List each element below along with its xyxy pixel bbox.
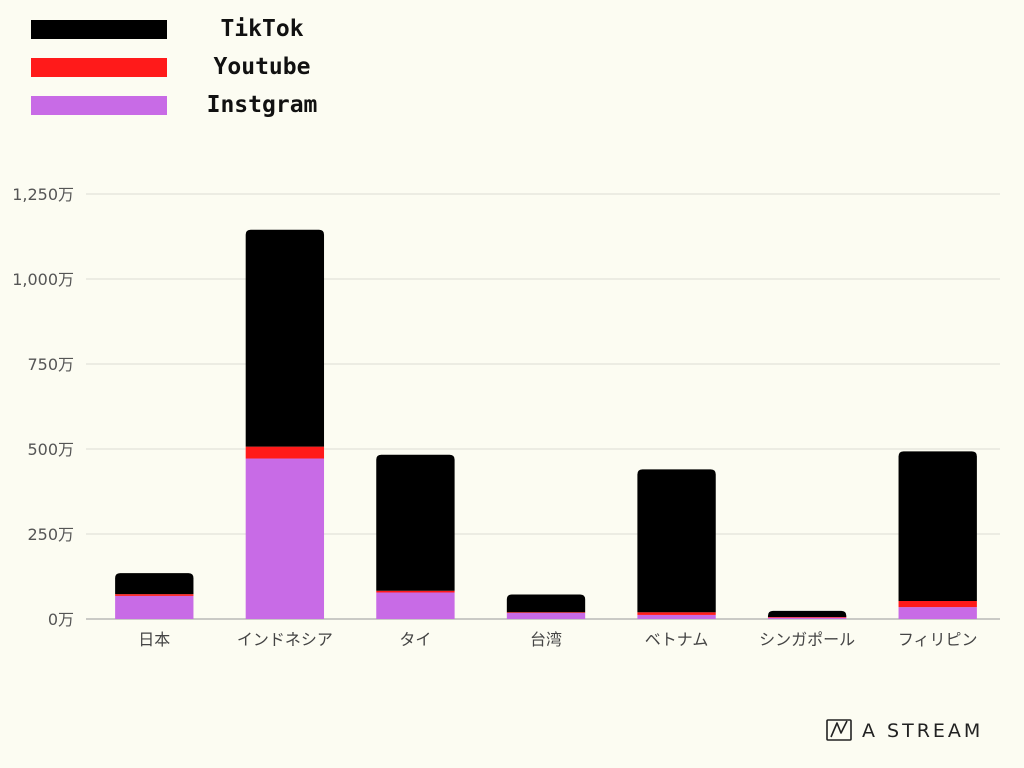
legend-label-youtube: Youtube: [213, 54, 311, 80]
chart-legend: TikTok Youtube Instgram: [0, 0, 360, 130]
legend-label-tiktok: TikTok: [220, 16, 304, 42]
bar-segment-instgram: [376, 592, 455, 619]
legend-swatch-tiktok: [31, 20, 167, 39]
y-tick-label: 500万: [27, 440, 74, 459]
bar-segment-instgram: [637, 614, 716, 619]
bar-segment-tiktok: [637, 469, 716, 613]
bar-segment-instgram: [767, 617, 847, 619]
x-category-label: 日本: [138, 630, 170, 649]
bar-segment-youtube: [767, 616, 847, 618]
bar-segment-youtube: [115, 594, 194, 596]
bar-segment-youtube: [376, 590, 455, 593]
y-tick-label: 750万: [27, 355, 74, 374]
bar-segment-tiktok: [767, 610, 847, 617]
bar-segment-instgram: [898, 607, 977, 619]
x-category-label: インドネシア: [237, 630, 333, 649]
y-tick-label: 1,000万: [12, 270, 74, 289]
bar-segment-youtube: [506, 612, 586, 613]
bar-segment-youtube: [245, 446, 325, 459]
legend-label-instgram: Instgram: [206, 92, 318, 118]
bar-segment-tiktok: [115, 573, 194, 595]
a-stream-logo-icon: [826, 719, 852, 741]
bar-segment-instgram: [245, 458, 325, 619]
bar-segment-tiktok: [898, 451, 977, 601]
x-category-label: ベトナム: [645, 630, 709, 649]
y-tick-label: 1,250万: [12, 185, 74, 204]
brand-text: A STREAM: [862, 720, 984, 742]
bar-segment-tiktok: [245, 229, 325, 447]
bar-segment-youtube: [898, 600, 977, 608]
legend-swatch-youtube: [31, 58, 167, 77]
bar-segment-tiktok: [506, 594, 586, 613]
bar-segment-youtube: [637, 612, 716, 615]
bar-segment-tiktok: [376, 454, 455, 591]
bar-segment-instgram: [115, 595, 194, 619]
bar-segment-instgram: [506, 612, 586, 619]
x-category-label: 台湾: [530, 630, 562, 649]
x-category-label: フィリピン: [898, 630, 978, 649]
legend-swatch-instgram: [31, 96, 167, 115]
y-tick-label: 0万: [48, 610, 74, 629]
x-category-label: シンガポール: [759, 630, 855, 649]
x-category-label: タイ: [399, 630, 431, 649]
y-tick-label: 250万: [27, 525, 74, 544]
